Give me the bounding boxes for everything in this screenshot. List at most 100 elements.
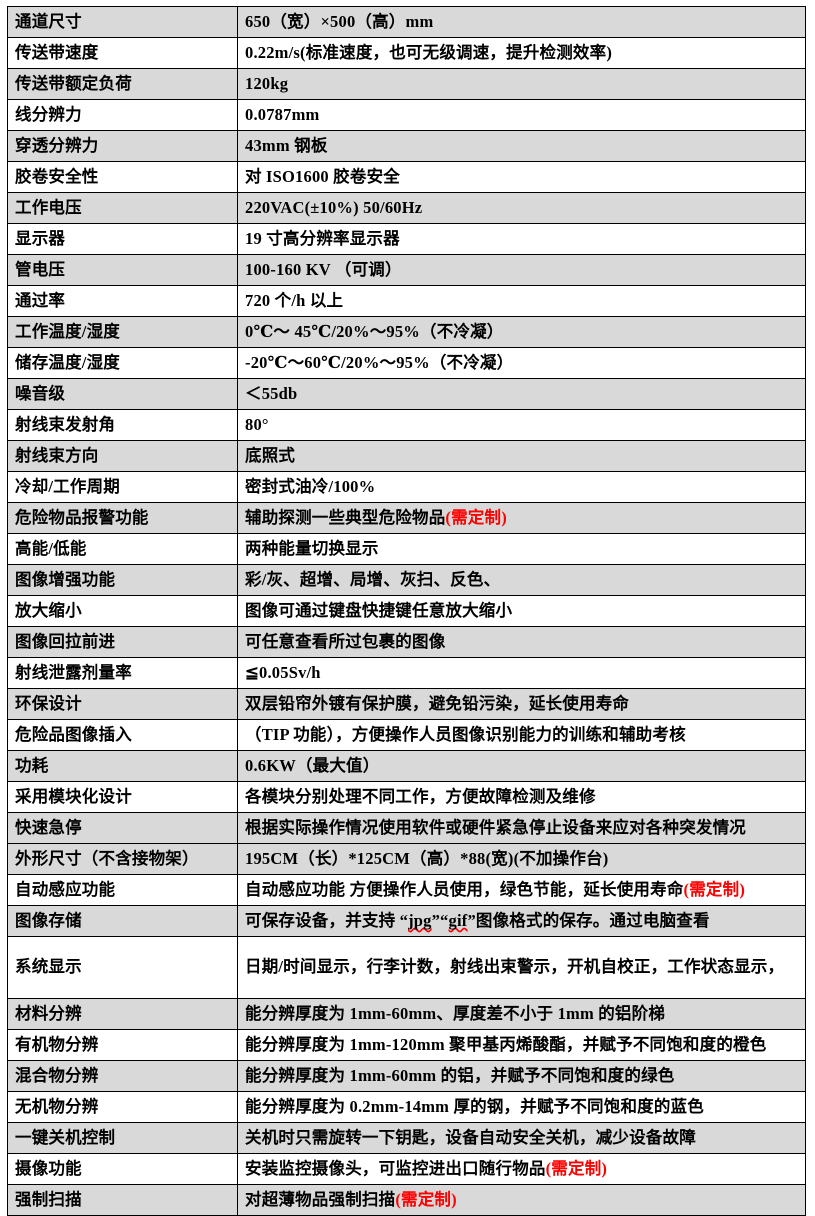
- table-row: 自动感应功能 自动感应功能 方便操作人员使用，绿色节能，延长使用寿命(需定制): [7, 874, 806, 906]
- spec-label-cell: 图像回拉前进: [7, 626, 238, 658]
- value-text: 720 个/h 以上: [245, 290, 344, 310]
- value-text: 对超薄物品强制扫描: [245, 1189, 396, 1209]
- spec-label-cell: 采用模块化设计: [7, 781, 238, 813]
- value-text: 根据实际操作情况使用软件或硬件紧急停止设备来应对各种突发情况: [245, 817, 746, 837]
- spec-label-cell: 射线束发射角: [7, 409, 238, 441]
- table-row: 射线泄露剂量率 ≦0.05Sv/h: [7, 657, 806, 689]
- value-text: 80°: [245, 414, 269, 434]
- table-row: 图像回拉前进 可任意查看所过包裹的图像: [7, 626, 806, 658]
- spec-value-cell: 650（宽）×500（高）mm: [237, 6, 806, 38]
- spec-value-cell: 80°: [237, 409, 806, 441]
- table-row: 强制扫描 对超薄物品强制扫描(需定制): [7, 1184, 806, 1216]
- spec-label-cell: 胶卷安全性: [7, 161, 238, 193]
- table-row: 胶卷安全性对 ISO1600 胶卷安全: [7, 161, 806, 193]
- table-row: 噪音级 ＜55db: [7, 378, 806, 410]
- table-row: 放大缩小 图像可通过键盘快捷键任意放大缩小: [7, 595, 806, 627]
- spec-value-cell: 0.6KW（最大值）: [237, 750, 806, 782]
- spec-label-cell: 放大缩小: [7, 595, 238, 627]
- customization-note: (需定制): [445, 507, 507, 527]
- table-row: 采用模块化设计 各模块分别处理不同工作，方便故障检测及维修: [7, 781, 806, 813]
- spec-label-cell: 通过率: [7, 285, 238, 317]
- value-text: 120kg: [245, 73, 289, 93]
- spec-label-cell: 摄像功能: [7, 1153, 238, 1185]
- table-row: 通过率 720 个/h 以上: [7, 285, 806, 317]
- spec-value-cell: 安装监控摄像头，可监控进出口随行物品(需定制): [237, 1153, 806, 1185]
- value-text: 能分辨厚度为 1mm-120mm 聚甲基丙烯酸酯，并赋予不同饱和度的橙色: [245, 1034, 767, 1054]
- specification-table-body: 通道尺寸 650（宽）×500（高）mm 传送带速度 0.22m/s(标准速度，也可无…: [7, 6, 806, 1216]
- table-row: 危险品图像插入 （TIP 功能），方便操作人员图像识别能力的训练和辅助考核: [7, 719, 806, 751]
- spec-value-cell: 彩/灰、超增、局增、灰扫、反色、: [237, 564, 806, 596]
- specification-table: 通道尺寸 650（宽）×500（高）mm 传送带速度 0.22m/s(标准速度，也可无…: [7, 6, 806, 1216]
- spec-value-cell: 密封式油冷/100%: [237, 471, 806, 503]
- spec-value-cell: （TIP 功能），方便操作人员图像识别能力的训练和辅助考核: [237, 719, 806, 751]
- value-text: 自动感应功能 方便操作人员使用，绿色节能，延长使用寿命: [245, 879, 684, 899]
- table-row: 工作温度/湿度 0℃～ 45℃/20%～95%（不冷凝）: [7, 316, 806, 348]
- spec-value-cell: 能分辨厚度为 1mm-120mm 聚甲基丙烯酸酯，并赋予不同饱和度的橙色: [237, 1029, 806, 1061]
- spec-value-cell: 图像可通过键盘快捷键任意放大缩小: [237, 595, 806, 627]
- spec-value-cell: 19 寸高分辨率显示器: [237, 223, 806, 255]
- value-text: 能分辨厚度为 1mm-60mm 的铝，并赋予不同饱和度的绿色: [245, 1065, 675, 1085]
- value-text: -20℃～60℃/20%～95%（不冷凝）: [245, 352, 514, 372]
- table-row: 储存温度/湿度 -20℃～60℃/20%～95%（不冷凝）: [7, 347, 806, 379]
- table-row: 传送带速度 0.22m/s(标准速度，也可无级调速，提升检测效率): [7, 37, 806, 69]
- value-text: 可保存设备，并支持 “: [245, 910, 409, 930]
- spec-value-cell: 辅助探测一些典型危险物品(需定制): [237, 502, 806, 534]
- spec-label-cell: 冷却/工作周期: [7, 471, 238, 503]
- value-text: 两种能量切换显示: [245, 538, 379, 558]
- value-text: 0.0787mm: [245, 104, 320, 124]
- table-row: 传送带额定负荷 120kg: [7, 68, 806, 100]
- value-text: 辅助探测一些典型危险物品: [245, 507, 446, 527]
- spec-value-cell: ＜55db: [237, 378, 806, 410]
- value-text: 日期/时间显示，行李计数，射线出束警示，开机自校正，工作状态显示，: [245, 957, 785, 977]
- spec-label-cell: 危险品图像插入: [7, 719, 238, 751]
- table-row: 线分辨力 0.0787mm: [7, 99, 806, 131]
- spec-value-cell: 关机时只需旋转一下钥匙，设备自动安全关机，减少设备故障: [237, 1122, 806, 1154]
- spec-label-cell: 有机物分辨: [7, 1029, 238, 1061]
- spec-label-cell: 传送带额定负荷: [7, 68, 238, 100]
- spec-label-cell: 材料分辨: [7, 998, 238, 1030]
- spec-label-cell: 系统显示: [7, 936, 238, 999]
- value-text: 彩/灰、超增、局增、灰扫、反色、: [245, 569, 501, 589]
- spec-value-cell: 对 ISO1600 胶卷安全: [237, 161, 806, 193]
- table-row: 图像存储 可保存设备，并支持 “jpg”“gif”图像格式的保存。通过电脑查看: [7, 905, 806, 937]
- customization-note: (需定制): [683, 879, 746, 899]
- value-text: 图像可通过键盘快捷键任意放大缩小: [245, 600, 513, 620]
- spec-label-cell: 快速急停: [7, 812, 238, 844]
- spec-value-cell: 能分辨厚度为 1mm-60mm 的铝，并赋予不同饱和度的绿色: [237, 1060, 806, 1092]
- table-row: 管电压 100-160 KV （可调）: [7, 254, 806, 286]
- value-text: 双层铅帘外镀有保护膜，避免铅污染，延长使用寿命: [245, 693, 630, 713]
- value-text: 对 ISO1600 胶卷安全: [245, 166, 400, 186]
- value-text: 安装监控摄像头，可监控进出口随行物品: [245, 1158, 546, 1178]
- spec-value-cell: 43mm 钢板: [237, 130, 806, 162]
- spec-label-cell: 显示器: [7, 223, 238, 255]
- value-text: ＜55db: [245, 383, 298, 403]
- table-row: 高能/低能 两种能量切换显示: [7, 533, 806, 565]
- misspelled-term: gif: [448, 910, 468, 930]
- spec-value-cell: -20℃～60℃/20%～95%（不冷凝）: [237, 347, 806, 379]
- table-row: 图像增强功能 彩/灰、超增、局增、灰扫、反色、: [7, 564, 806, 596]
- spec-label-cell: 危险物品报警功能: [7, 502, 238, 534]
- value-text: 100-160 KV （可调）: [245, 259, 402, 279]
- misspelled-term: jpg: [408, 910, 432, 930]
- table-row: 工作电压 220VAC(±10%) 50/60Hz: [7, 192, 806, 224]
- spec-label-cell: 传送带速度: [7, 37, 238, 69]
- spec-value-cell: 195CM（长）*125CM（高）*88(宽)(不加操作台): [237, 843, 806, 875]
- table-row: 混合物分辨 能分辨厚度为 1mm-60mm 的铝，并赋予不同饱和度的绿色: [7, 1060, 806, 1092]
- table-row: 摄像功能 安装监控摄像头，可监控进出口随行物品(需定制): [7, 1153, 806, 1185]
- spec-value-cell: 各模块分别处理不同工作，方便故障检测及维修: [237, 781, 806, 813]
- value-text: ”图像格式的保存。通过电脑查看: [467, 910, 710, 930]
- value-text: （TIP 功能），方便操作人员图像识别能力的训练和辅助考核: [245, 724, 686, 744]
- spec-label-cell: 无机物分辨: [7, 1091, 238, 1123]
- customization-note: (需定制): [395, 1189, 457, 1209]
- spec-value-cell: 对超薄物品强制扫描(需定制): [237, 1184, 806, 1216]
- value-text: 各模块分别处理不同工作，方便故障检测及维修: [245, 786, 596, 806]
- spec-label-cell: 混合物分辨: [7, 1060, 238, 1092]
- spec-label-cell: 高能/低能: [7, 533, 238, 565]
- table-row: 环保设计 双层铅帘外镀有保护膜，避免铅污染，延长使用寿命: [7, 688, 806, 720]
- value-text: 0.22m/s(标准速度，也可无级调速，提升检测效率): [245, 42, 613, 62]
- spec-value-cell: 双层铅帘外镀有保护膜，避免铅污染，延长使用寿命: [237, 688, 806, 720]
- table-row: 一键关机控制 关机时只需旋转一下钥匙，设备自动安全关机，减少设备故障: [7, 1122, 806, 1154]
- table-row: 外形尺寸（不含接物架） 195CM（长）*125CM（高）*88(宽)(不加操作台…: [7, 843, 806, 875]
- spec-label-cell: 管电压: [7, 254, 238, 286]
